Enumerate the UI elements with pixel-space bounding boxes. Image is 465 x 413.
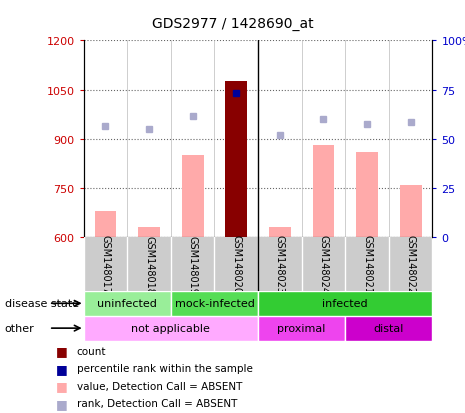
Text: uninfected: uninfected	[97, 299, 157, 309]
Bar	[356, 152, 378, 237]
Text: ■: ■	[56, 344, 67, 358]
Text: GSM148018: GSM148018	[144, 235, 154, 294]
Text: GSM148019: GSM148019	[188, 235, 198, 294]
Bar	[182, 156, 204, 237]
Bar	[258, 316, 345, 341]
Text: rank, Detection Call = ABSENT: rank, Detection Call = ABSENT	[77, 398, 237, 408]
Bar	[269, 228, 291, 237]
Text: ■: ■	[56, 379, 67, 392]
Text: not applicable: not applicable	[132, 323, 210, 333]
Text: GDS2977 / 1428690_at: GDS2977 / 1428690_at	[152, 17, 313, 31]
Bar	[400, 185, 422, 237]
Text: GSM148022: GSM148022	[405, 235, 416, 294]
Bar	[258, 291, 432, 316]
Text: ■: ■	[56, 362, 67, 375]
Bar	[138, 228, 160, 237]
Text: proximal: proximal	[278, 323, 326, 333]
Text: GSM148017: GSM148017	[100, 235, 111, 294]
Bar	[312, 146, 334, 237]
Bar	[94, 211, 116, 237]
Bar	[226, 82, 247, 237]
Text: disease state: disease state	[5, 299, 79, 309]
Text: value, Detection Call = ABSENT: value, Detection Call = ABSENT	[77, 381, 242, 391]
Text: other: other	[5, 323, 34, 333]
Text: ■: ■	[56, 396, 67, 410]
Bar	[84, 316, 258, 341]
Bar	[345, 316, 432, 341]
Text: mock-infected: mock-infected	[174, 299, 254, 309]
Text: distal: distal	[374, 323, 404, 333]
Bar	[171, 291, 258, 316]
Text: percentile rank within the sample: percentile rank within the sample	[77, 363, 252, 373]
Text: count: count	[77, 346, 106, 356]
Text: infected: infected	[322, 299, 368, 309]
Text: GSM148024: GSM148024	[319, 235, 328, 294]
Text: GSM148020: GSM148020	[231, 235, 241, 294]
Bar	[84, 291, 171, 316]
Text: GSM148023: GSM148023	[275, 235, 285, 294]
Text: GSM148021: GSM148021	[362, 235, 372, 294]
